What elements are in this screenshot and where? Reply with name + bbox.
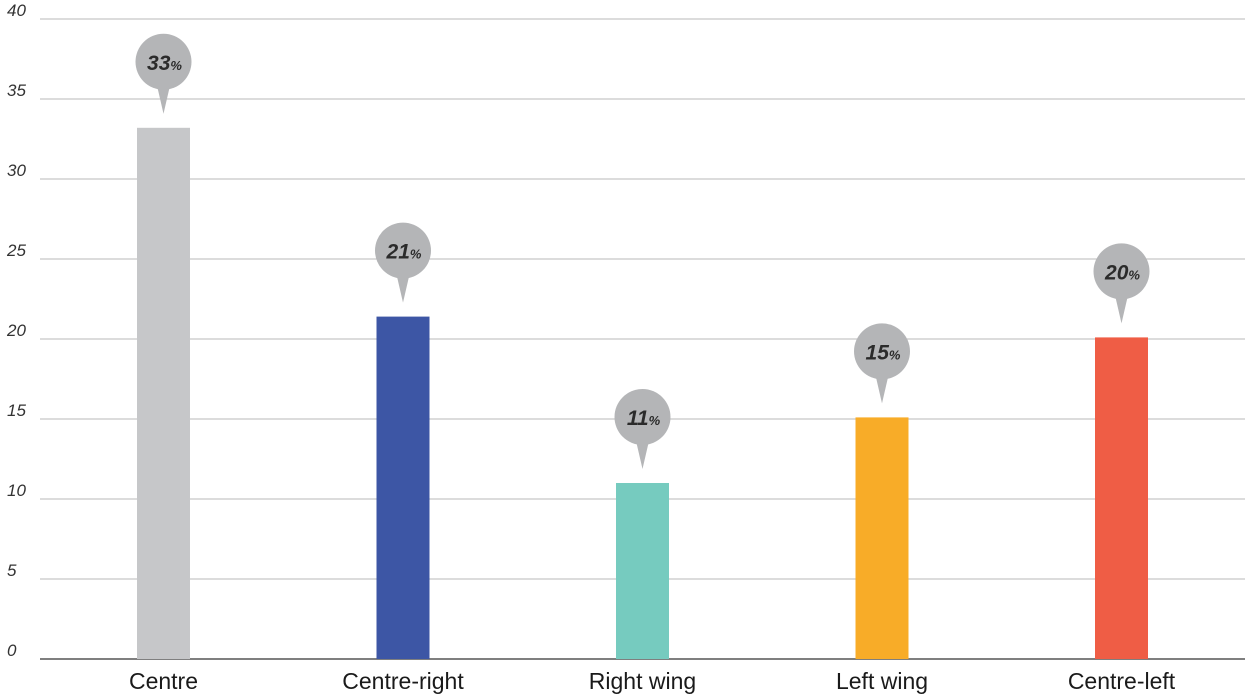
bar-centre	[137, 127, 190, 660]
y-tick-label: 40	[7, 1, 26, 20]
data-label: 20%	[1104, 261, 1140, 284]
data-label-pin-pointer	[636, 443, 649, 469]
x-axis-tick-labels: Centre Centre-right Right wing Left wing Cen…	[129, 668, 1176, 694]
x-tick-label: Centre-right	[342, 668, 464, 694]
y-tick-label: 25	[6, 241, 26, 260]
y-tick-label: 35	[7, 81, 26, 100]
bar-left-wing	[855, 417, 909, 659]
data-label-pin-pointer	[157, 87, 170, 114]
data-label: 33%	[147, 52, 182, 75]
y-tick-label: 15	[7, 401, 26, 420]
data-label-pin-pointer	[876, 377, 888, 404]
data-label-pin-bubble	[375, 222, 431, 279]
y-tick-label: 30	[7, 161, 26, 180]
y-tick-label: 5	[7, 561, 17, 580]
x-tick-label: Left wing	[836, 668, 928, 694]
bar-centre-left	[1095, 337, 1148, 659]
x-tick-label: Right wing	[589, 668, 696, 694]
data-label: 15%	[866, 341, 901, 364]
data-label-pin-bubble	[614, 389, 671, 445]
data-label-pin-pointer	[397, 276, 409, 303]
x-tick-label: Centre-left	[1068, 668, 1176, 694]
data-label: 21%	[386, 241, 422, 264]
y-axis-tick-labels: 0 5 10 15 20 25 30 35 40	[6, 1, 26, 660]
gridlines	[40, 18, 1245, 660]
y-tick-label: 10	[7, 481, 26, 500]
x-tick-label: Centre	[129, 668, 198, 694]
bars	[137, 127, 1148, 660]
data-label-pin-bubble	[135, 33, 192, 90]
data-label: 11%	[627, 407, 661, 430]
y-tick-label: 20	[6, 321, 26, 340]
bar-centre-right	[376, 316, 430, 659]
data-label-pins: 33% 21% 11% 15% 20%	[135, 33, 1150, 469]
bar-right-wing	[616, 483, 669, 659]
data-label-pin-pointer	[1115, 297, 1128, 324]
y-tick-label: 0	[7, 641, 17, 660]
data-label-pin-bubble	[1093, 243, 1150, 300]
data-label-pin-bubble	[854, 323, 910, 380]
